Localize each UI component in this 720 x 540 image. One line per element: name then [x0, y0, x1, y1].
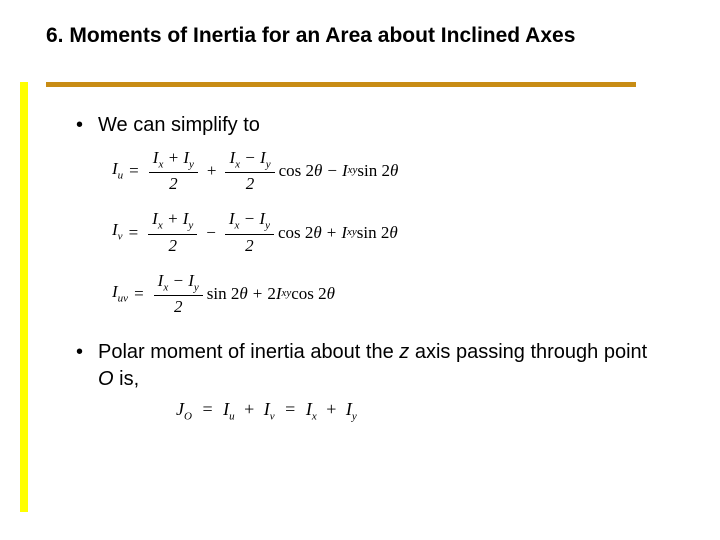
trig-term: cos 2θ — [278, 224, 322, 241]
equals-sign: = — [128, 285, 150, 302]
text-italic: z — [399, 341, 409, 363]
text-span: is, — [114, 368, 140, 390]
text-italic: O — [98, 368, 114, 390]
accent-bar — [46, 82, 636, 87]
equation-block: Iu = Ix + Iy 2 + Ix − Iy 2 cos 2θ − Ixy … — [112, 149, 666, 315]
numerator: Ix − Iy — [225, 210, 274, 234]
text-span: Polar moment of inertia about the — [98, 341, 399, 363]
equals-sign: = — [279, 399, 301, 419]
eq-subscript: xy — [347, 227, 357, 238]
denominator: 2 — [165, 173, 182, 192]
side-accent-bar — [20, 82, 28, 512]
trig-term: cos 2θ — [291, 285, 335, 302]
slide-body: • We can simplify to Iu = Ix + Iy 2 + Ix… — [76, 112, 666, 431]
fraction: Ix − Iy 2 — [225, 149, 274, 192]
minus-sign: − — [201, 224, 221, 241]
text-span: axis passing through point — [409, 341, 647, 363]
minus-sign: − — [322, 162, 342, 179]
denominator: 2 — [164, 235, 181, 254]
eq-subscript: y — [352, 411, 357, 423]
eq-subscript: xy — [281, 288, 291, 299]
plus-sign: + — [321, 399, 341, 419]
eq-subscript: x — [312, 411, 317, 423]
equation-jo: JO = Iu + Iv = Ix + Iy — [176, 399, 666, 423]
coefficient: 2 — [267, 285, 276, 302]
equation-iuv: Iuv = Ix − Iy 2 sin 2θ + 2Ixy cos 2θ — [112, 272, 666, 315]
eq-lhs: Iv — [112, 221, 123, 242]
slide: 6. Moments of Inertia for an Area about … — [0, 0, 720, 540]
trig-term: sin 2θ — [207, 285, 248, 302]
eq-subscript: xy — [348, 165, 358, 176]
bullet-text: We can simplify to — [98, 112, 666, 139]
numerator: Ix + Iy — [148, 210, 197, 234]
numerator: Ix − Iy — [154, 272, 203, 296]
fraction: Ix + Iy 2 — [149, 149, 198, 192]
eq-subscript: v — [270, 411, 275, 423]
eq-symbol: J — [176, 399, 184, 419]
denominator: 2 — [170, 296, 187, 315]
slide-title: 6. Moments of Inertia for an Area about … — [46, 24, 575, 48]
eq-lhs: Iuv — [112, 283, 128, 304]
plus-sign: + — [322, 224, 342, 241]
eq-subscript: uv — [118, 292, 128, 304]
equals-sign: = — [196, 399, 218, 419]
plus-sign: + — [202, 162, 222, 179]
equals-sign: = — [123, 162, 145, 179]
fraction: Ix − Iy 2 — [225, 210, 274, 253]
fraction: Ix − Iy 2 — [154, 272, 203, 315]
bullet-marker: • — [76, 112, 98, 139]
eq-lhs: Iu — [112, 160, 123, 181]
plus-sign: + — [239, 399, 259, 419]
plus-sign: + — [248, 285, 268, 302]
bullet-item: • Polar moment of inertia about the z ax… — [76, 339, 666, 393]
trig-term: cos 2θ — [279, 162, 323, 179]
eq-subscript: O — [184, 411, 192, 423]
trig-term: sin 2θ — [357, 224, 398, 241]
equals-sign: = — [123, 224, 145, 241]
bullet-item: • We can simplify to — [76, 112, 666, 139]
bullet-text: Polar moment of inertia about the z axis… — [98, 339, 666, 393]
numerator: Ix + Iy — [149, 149, 198, 173]
denominator: 2 — [242, 173, 259, 192]
numerator: Ix − Iy — [225, 149, 274, 173]
equation-iv: Iv = Ix + Iy 2 − Ix − Iy 2 cos 2θ + Ixy … — [112, 210, 666, 253]
equation-iu: Iu = Ix + Iy 2 + Ix − Iy 2 cos 2θ − Ixy … — [112, 149, 666, 192]
eq-subscript: u — [229, 411, 235, 423]
trig-term: sin 2θ — [357, 162, 398, 179]
fraction: Ix + Iy 2 — [148, 210, 197, 253]
bullet-marker: • — [76, 339, 98, 366]
denominator: 2 — [241, 235, 258, 254]
